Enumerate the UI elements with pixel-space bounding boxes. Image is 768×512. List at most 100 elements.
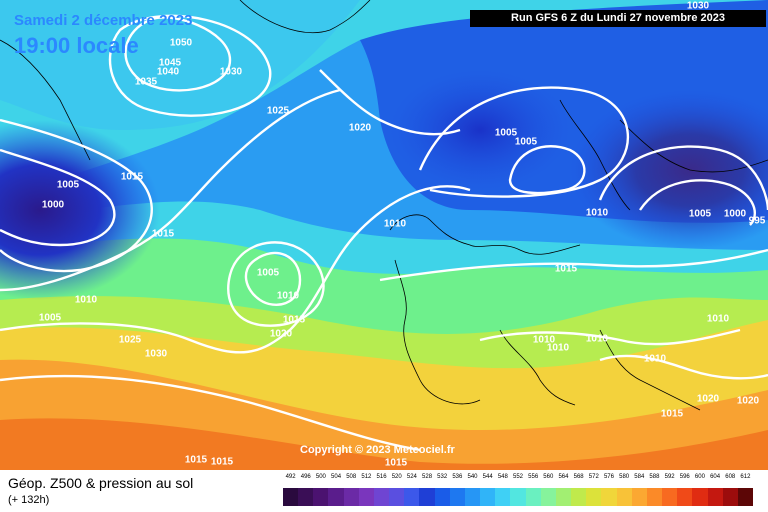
- legend-value: 496: [300, 474, 311, 480]
- legend-swatch: [404, 488, 420, 506]
- isobar-label: 1015: [120, 171, 144, 183]
- legend-value: 556: [528, 474, 539, 480]
- legend-value: 612: [740, 474, 751, 480]
- legend-swatch: [373, 488, 390, 506]
- legend-swatch: [616, 488, 633, 506]
- legend-swatch: [495, 488, 511, 506]
- forecast-date: Samedi 2 décembre 2023: [14, 12, 193, 29]
- isobar-label: 1005: [56, 179, 80, 191]
- isobar-label: 1010: [74, 294, 98, 306]
- legend-swatch: [525, 488, 542, 506]
- legend-value: 560: [543, 474, 554, 480]
- legend-value: 528: [422, 474, 433, 480]
- legend-swatch: [283, 488, 299, 506]
- legend-swatch: [662, 488, 678, 506]
- forecast-time: 19:00 locale: [14, 33, 139, 58]
- legend-value: 520: [391, 474, 402, 480]
- isobar-label: 1005: [514, 136, 538, 148]
- isobar-label: 995: [748, 215, 766, 227]
- isobar-label: 1005: [688, 208, 712, 220]
- isobar-label: 1050: [169, 37, 193, 49]
- low-mid: [390, 70, 570, 190]
- legend-value: 536: [452, 474, 463, 480]
- legend-value: 544: [482, 474, 493, 480]
- isobar-label: 1010: [546, 342, 570, 354]
- legend-swatch: [343, 488, 360, 506]
- legend-value: 508: [346, 474, 357, 480]
- legend-swatch: [646, 488, 663, 506]
- legend-swatch: [707, 488, 724, 506]
- legend-value: 584: [634, 474, 645, 480]
- isobar-label: 1010: [383, 218, 407, 230]
- isobar-label: 1010: [643, 353, 667, 365]
- copyright-text: Copyright © 2023 Meteociel.fr: [300, 444, 455, 456]
- isobars: [0, 14, 768, 452]
- band-cyan-north: [0, 0, 360, 130]
- legend-swatch: [510, 488, 527, 506]
- isobar-label: 1015: [384, 457, 408, 469]
- legend-value: 604: [710, 474, 721, 480]
- legend-swatch: [464, 488, 481, 506]
- isobar-label: 1010: [585, 333, 609, 345]
- isobar-label: 1010: [532, 334, 556, 346]
- isobar-label: 1015: [660, 408, 684, 420]
- legend-value: 492: [285, 474, 296, 480]
- isobar-label: 1020: [696, 393, 720, 405]
- model-run-label: Run GFS 6 Z du Lundi 27 novembre 2023: [470, 10, 766, 27]
- legend-value: 576: [603, 474, 614, 480]
- band-orange-deep: [0, 418, 768, 470]
- legend-swatch: [434, 488, 451, 506]
- legend-swatch: [677, 488, 693, 506]
- map-type-title: Géop. Z500 & pression au sol: [8, 475, 194, 491]
- legend-swatch: [480, 488, 496, 506]
- legend-value: 532: [437, 474, 448, 480]
- legend-value: 592: [664, 474, 675, 480]
- isobar-label: 1015: [184, 454, 208, 466]
- legend-value: 572: [588, 474, 599, 480]
- legend-value: 600: [694, 474, 705, 480]
- legend-value: 504: [331, 474, 342, 480]
- legend-swatch: [722, 488, 739, 506]
- isobar-label: 1010: [706, 313, 730, 325]
- isobar-label: 1040: [156, 66, 180, 78]
- legend-swatch: [692, 488, 708, 506]
- legend-swatch: [601, 488, 618, 506]
- isobar-label: 1015: [554, 263, 578, 275]
- isobar-label: 1015: [210, 456, 234, 468]
- isobar-label: 1015: [282, 314, 306, 326]
- legend-value: 588: [649, 474, 660, 480]
- isobar-label: 1020: [736, 395, 760, 407]
- isobar-label: 1030: [686, 0, 710, 12]
- legend-value: 568: [573, 474, 584, 480]
- legend-swatch: [419, 488, 436, 506]
- footer-bar: Géop. Z500 & pression au sol (+ 132h) 49…: [0, 470, 768, 512]
- isobar-label: 1005: [256, 267, 280, 279]
- low-east: [570, 90, 768, 250]
- legend-swatch: [631, 488, 648, 506]
- isobar-label: 1025: [266, 105, 290, 117]
- legend-swatch: [737, 488, 754, 506]
- legend-swatch: [313, 488, 329, 506]
- weather-map: [0, 0, 768, 470]
- legend-swatch: [571, 488, 587, 506]
- isobar-label: 1010: [276, 290, 300, 302]
- legend-value: 512: [361, 474, 372, 480]
- legend-swatch: [328, 488, 345, 506]
- legend-value: 552: [512, 474, 524, 480]
- legend-value: 540: [467, 474, 478, 480]
- coastlines: [0, 0, 768, 411]
- isobar-label: 1030: [219, 66, 243, 78]
- isobar-label: 1035: [134, 76, 158, 88]
- isobar-label: 1010: [585, 207, 609, 219]
- color-legend: 492 496 500 504 508 512 516 520 524 528 532 536 540 5…: [283, 474, 754, 508]
- isobar-label: 1005: [494, 127, 518, 139]
- legend-swatch: [540, 488, 557, 506]
- isobar-label: 1025: [118, 334, 142, 346]
- isobar-label: 1015: [151, 228, 175, 240]
- forecast-hour: (+ 132h): [8, 494, 50, 506]
- isobar-label: 1020: [269, 328, 293, 340]
- isobar-label: 1020: [348, 122, 372, 134]
- legend-value: 524: [406, 474, 417, 480]
- legend-swatch: [555, 488, 572, 506]
